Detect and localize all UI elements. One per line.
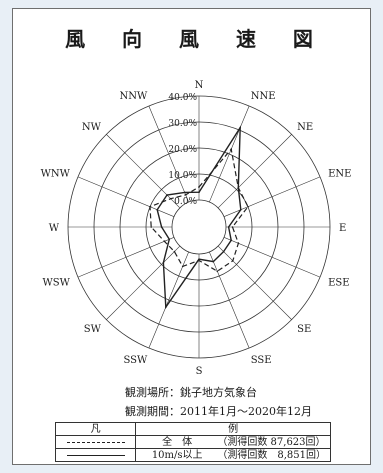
point-all-e — [231, 226, 234, 228]
direction-label-ene: ENE — [328, 168, 351, 179]
point-strong-s — [198, 258, 200, 260]
legend-header-right: 例 — [135, 422, 331, 436]
point-all-sse — [216, 270, 219, 272]
point-strong-nw — [166, 194, 168, 196]
ring-tick-label: 40.0% — [168, 93, 197, 103]
direction-label-sw: SW — [84, 324, 102, 335]
wind-rose: 0.0% 10.0% 20.0% 30.0% 40.0% N NNE NE ENE E ESE SE… — [41, 80, 352, 377]
ring-tick-labels: 0.0% 10.0% 20.0% 30.0% 40.0% — [168, 93, 197, 207]
chart-title: 風 向 風 速 図 — [65, 27, 328, 51]
direction-label-wsw: WSW — [42, 278, 70, 289]
point-all-nne — [230, 148, 233, 151]
legend-table: 凡 例 全 体 （測得回数 87,623回） 10m/s以上 （測得回数 8,8… — [54, 422, 331, 462]
point-all-se — [231, 259, 234, 262]
chart-card: 風 向 風 速 図 0.0% 10.0% 20.0% 30.0% 40.0% N NNE N… — [12, 8, 371, 465]
legend-swatch-solid — [54, 448, 137, 462]
direction-label-e: E — [339, 223, 346, 234]
point-strong-w — [160, 226, 163, 228]
rose-grid — [67, 95, 331, 359]
direction-label-se: SE — [297, 324, 311, 335]
spoke-ne — [217, 134, 292, 209]
ring-tick-label: 10.0% — [168, 171, 197, 181]
point-all-n — [198, 186, 200, 188]
point-strong-nnw — [183, 191, 186, 194]
point-strong-se — [222, 250, 225, 253]
direction-label-ne: NE — [297, 122, 313, 133]
point-all-ssw — [181, 265, 184, 268]
legend-swatch-dashed — [54, 435, 137, 449]
point-strong-ene — [239, 208, 242, 211]
direction-label-nw: NW — [82, 122, 102, 133]
period-text: 観測期間：2011年1月～2020年12月 — [125, 405, 312, 418]
direction-label-w: W — [49, 223, 60, 234]
spoke-ese — [223, 237, 321, 278]
spoke-nw — [106, 134, 181, 209]
point-all-sw — [173, 250, 176, 253]
spoke-wnw — [77, 176, 175, 217]
direction-label-ese: ESE — [328, 278, 349, 289]
point-all-wnw — [149, 205, 151, 208]
ring-tick-label: 30.0% — [168, 119, 197, 129]
direction-label-nne: NNE — [251, 91, 276, 102]
ring-tick-label: 0.0% — [174, 197, 197, 207]
direction-label-sse: SSE — [251, 355, 272, 366]
point-strong-nne — [239, 126, 241, 129]
legend-count-all: （測得回数 87,623回） — [217, 436, 326, 448]
point-all-nw — [169, 197, 172, 200]
point-strong-sse — [212, 260, 215, 263]
spoke-sse — [209, 251, 250, 349]
point-strong-ne — [237, 186, 240, 189]
direction-label-s: S — [196, 366, 203, 377]
spoke-wsw — [77, 237, 175, 278]
point-strong-ese — [230, 239, 232, 242]
ring-0 — [171, 199, 227, 255]
spoke-nnw — [148, 105, 189, 203]
point-strong-wsw — [168, 238, 171, 241]
direction-labels: N NNE NE ENE E ESE SE SSE S SSW SW WSW W WNW NW NNW — [41, 80, 352, 377]
legend-label-strong: 10m/s以上 — [151, 449, 203, 461]
spoke-sw — [106, 245, 181, 320]
spoke-nne — [209, 105, 250, 203]
ring-tick-label: 20.0% — [168, 145, 197, 155]
point-strong-sw — [162, 261, 165, 264]
point-strong-n — [198, 191, 200, 193]
legend-row-strong: 10m/s以上 （測得回数 8,851回） — [135, 448, 331, 462]
legend-row-all: 全 体 （測得回数 87,623回） — [135, 435, 331, 449]
direction-label-n: N — [195, 80, 204, 91]
series-group — [149, 125, 249, 310]
direction-label-nnw: NNW — [119, 91, 148, 102]
legend-header-left: 凡 — [54, 422, 137, 436]
legend-count-strong: （測得回数 8,851回） — [217, 449, 326, 461]
direction-label-ssw: SSW — [123, 355, 148, 366]
point-all-ene — [247, 205, 249, 208]
location-text: 観測場所：銚子地方気象台 — [125, 386, 257, 399]
point-strong-wnw — [156, 208, 159, 211]
direction-label-wnw: WNW — [41, 168, 71, 179]
spoke-se — [217, 245, 292, 320]
spoke-ssw — [148, 251, 189, 349]
legend-label-all: 全 体 — [162, 436, 193, 448]
point-strong-ssw — [164, 306, 167, 308]
point-all-nnw — [184, 194, 187, 196]
point-all-w — [150, 226, 152, 228]
point-all-ese — [237, 242, 240, 245]
point-strong-e — [227, 226, 230, 228]
point-all-wsw — [163, 240, 166, 243]
